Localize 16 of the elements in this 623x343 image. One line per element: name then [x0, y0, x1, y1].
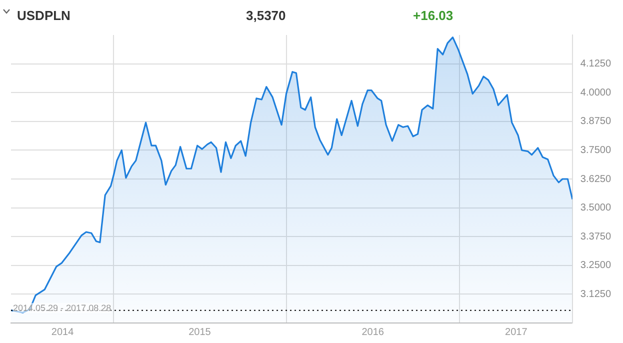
y-tick-label: 3.1250 — [580, 288, 612, 300]
y-tick-label: 3.7500 — [580, 144, 612, 156]
y-tick-label: 3.6250 — [580, 174, 612, 185]
y-tick-label: 4.1250 — [580, 58, 612, 70]
y-tick-label: 3.3750 — [580, 231, 612, 242]
x-tick-label: 2017 — [505, 326, 528, 338]
text: 3,5370 — [246, 8, 286, 23]
y-tick-label: 3.2500 — [580, 260, 612, 272]
x-tick-label: 2016 — [362, 326, 384, 338]
y-tick-label: 3.8750 — [580, 116, 612, 128]
text: +16.03 — [413, 8, 454, 23]
x-tick-label: 2015 — [188, 326, 212, 338]
y-tick-label: 3.5000 — [580, 202, 612, 214]
x-tick-label: 2014 — [51, 326, 74, 338]
chart-title: USDPLN — [17, 8, 70, 23]
y-tick-label: 4.0000 — [580, 87, 612, 98]
